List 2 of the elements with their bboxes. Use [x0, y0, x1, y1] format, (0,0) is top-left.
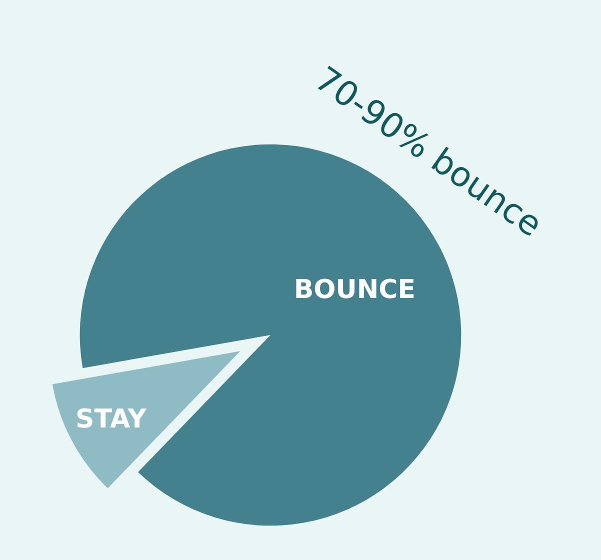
slice-label: STAY: [76, 404, 148, 434]
slice-label: BOUNCE: [294, 275, 416, 306]
